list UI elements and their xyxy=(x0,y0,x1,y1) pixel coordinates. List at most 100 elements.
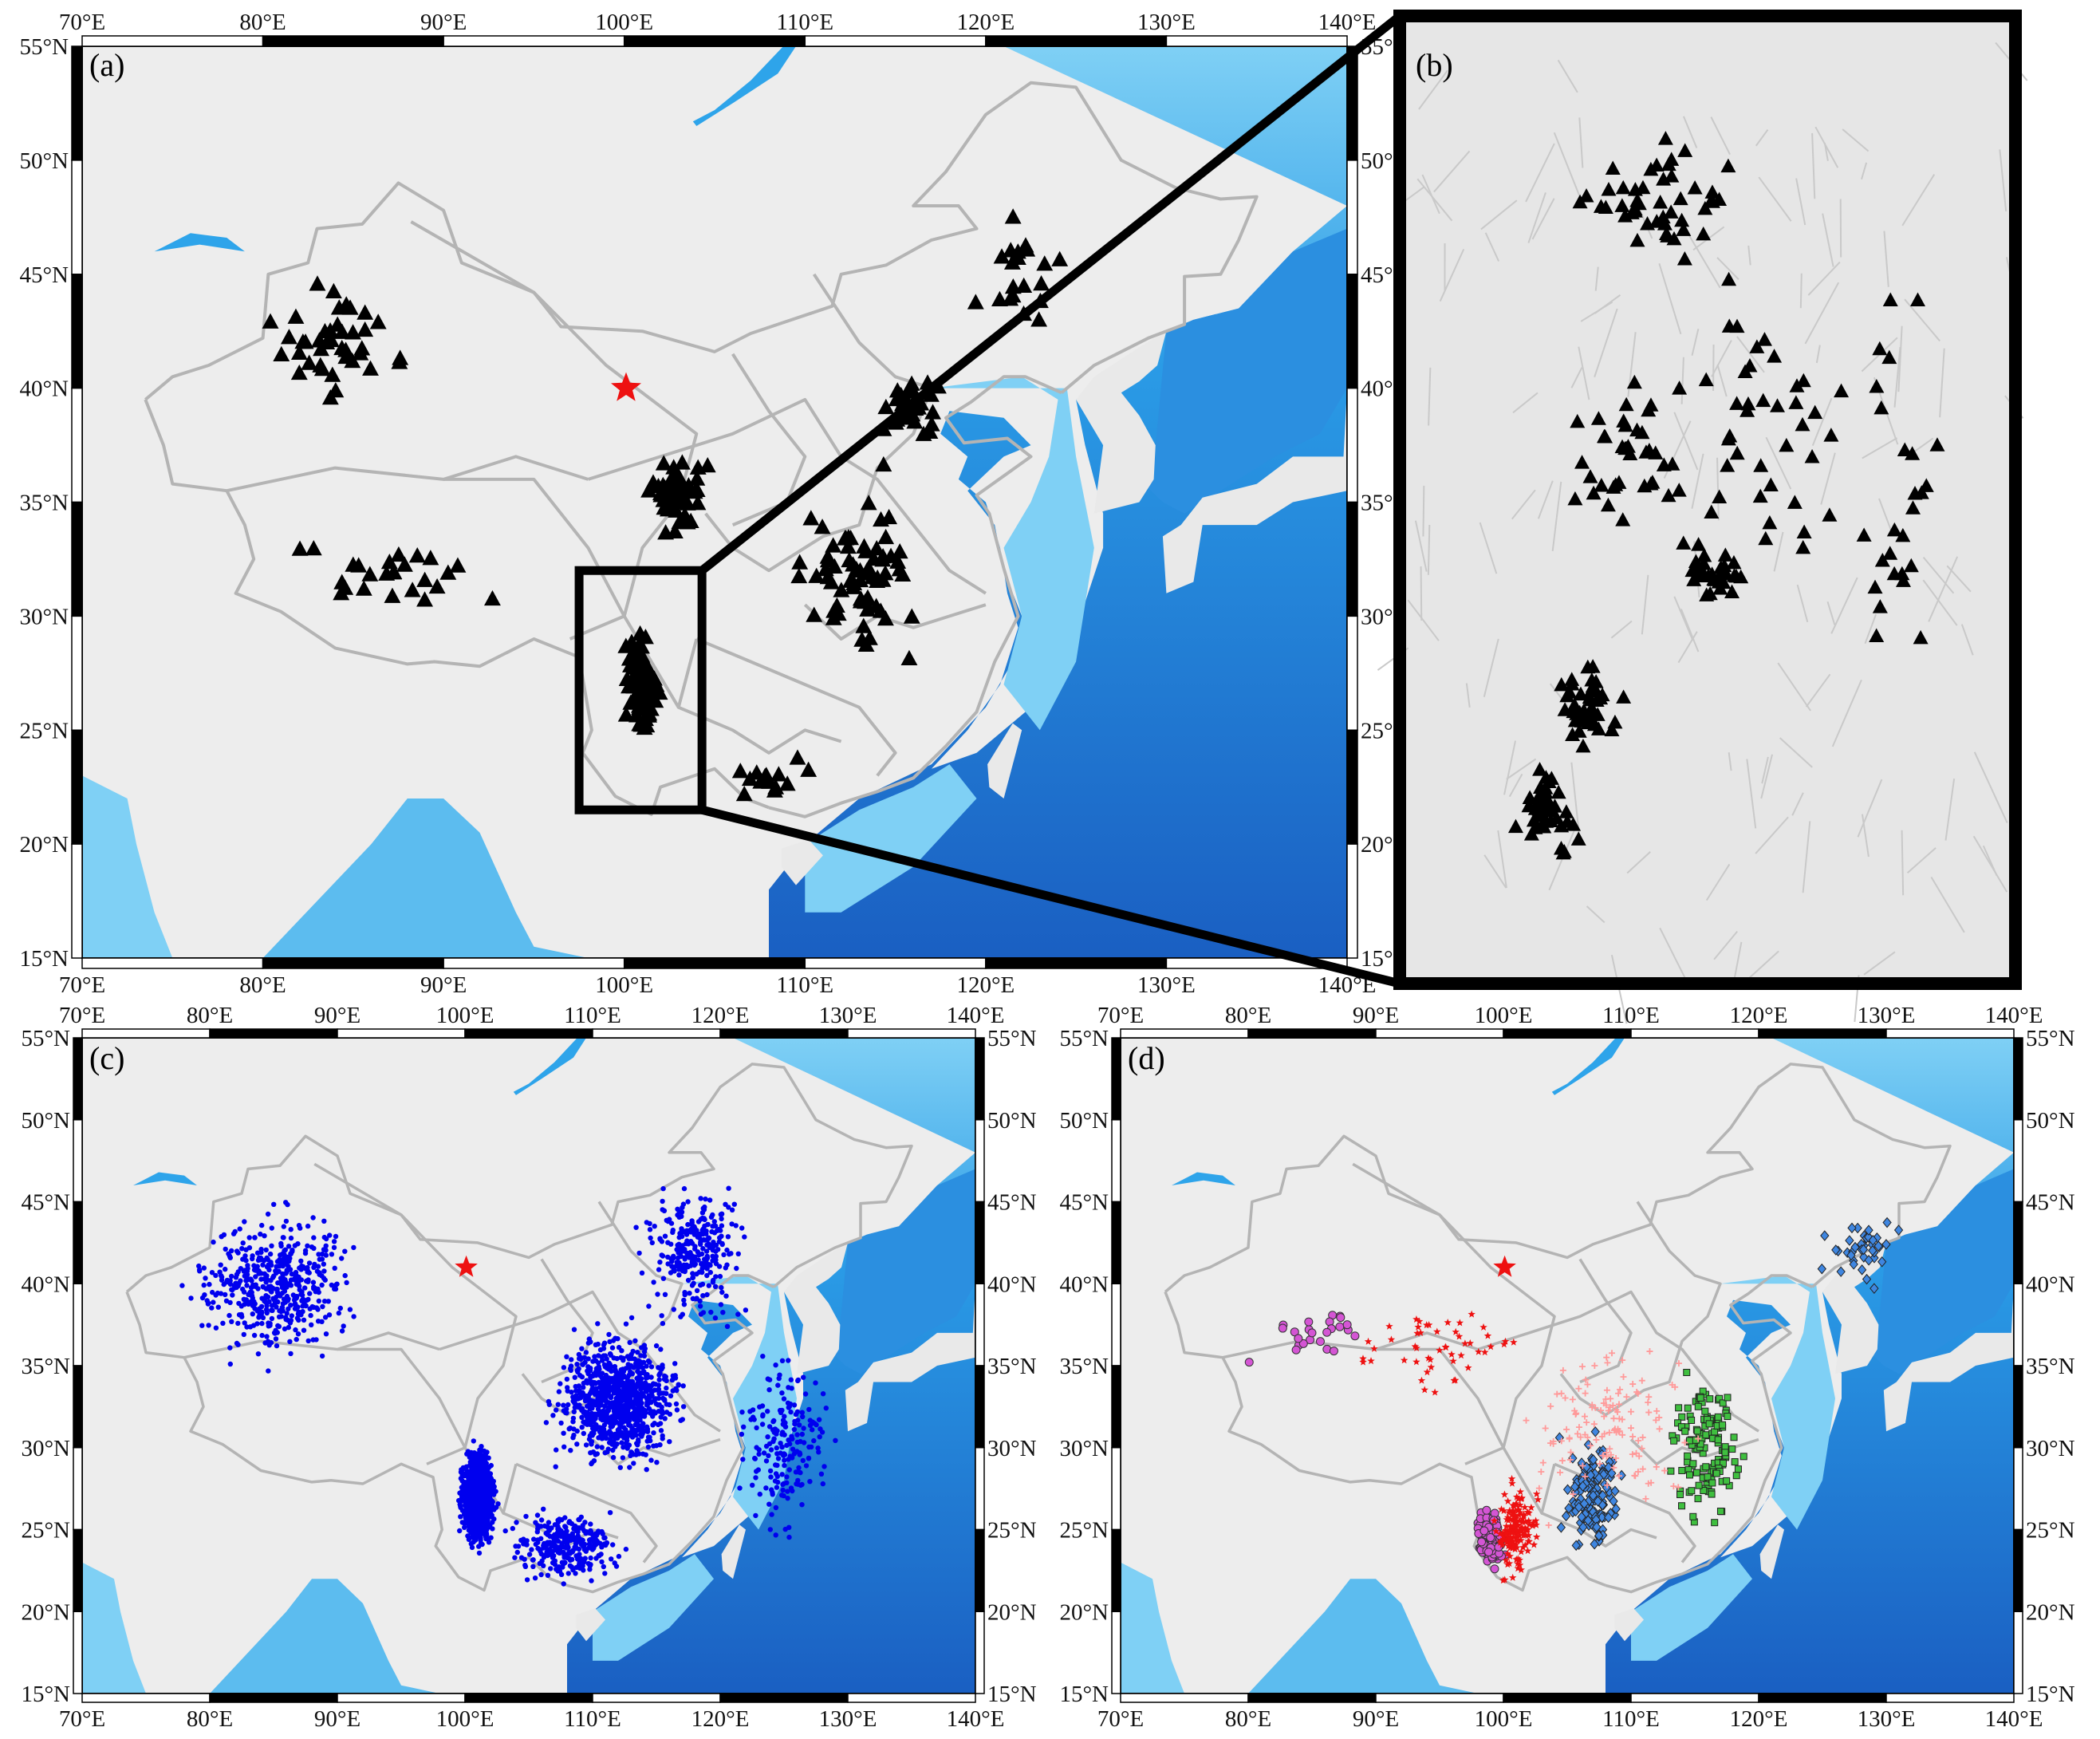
dot-icon xyxy=(657,1260,663,1265)
dot-icon xyxy=(818,1471,825,1477)
panel-c-ticks: 70°E70°E80°E80°E90°E90°E100°E100°E110°E1… xyxy=(21,1003,1036,1732)
relief-line xyxy=(1483,638,1499,697)
east-sea xyxy=(1606,1038,2014,1694)
lon-tick-label: 70°E xyxy=(59,972,105,998)
dot-icon xyxy=(275,1280,281,1286)
relief-line xyxy=(1680,357,1684,404)
dot-icon xyxy=(596,1379,601,1386)
cluster-star-icon xyxy=(1499,1532,1507,1540)
dot-icon xyxy=(679,1213,684,1220)
cluster-circle-icon xyxy=(1298,1339,1308,1348)
dot-icon xyxy=(522,1564,529,1570)
dot-icon xyxy=(287,1267,294,1272)
frame-segment xyxy=(81,1693,211,1703)
cluster-circle-icon xyxy=(1244,1358,1254,1367)
dot-icon xyxy=(321,1261,326,1267)
dot-icon xyxy=(626,1365,632,1371)
lon-tick-label: 120°E xyxy=(691,1706,750,1732)
dot-icon xyxy=(604,1365,610,1371)
dot-icon xyxy=(251,1332,258,1339)
dot-icon xyxy=(533,1520,538,1525)
triangle-icon xyxy=(1720,158,1736,173)
dot-icon xyxy=(648,1235,653,1241)
dot-icon xyxy=(799,1502,805,1508)
frame-segment xyxy=(73,1201,83,1284)
yellow-sea xyxy=(682,1276,797,1530)
dot-icon xyxy=(476,1469,483,1475)
dot-icon xyxy=(577,1516,582,1523)
relief-line xyxy=(1857,779,1883,838)
dot-icon xyxy=(627,1465,632,1470)
triangle-icon xyxy=(791,554,809,570)
panel-label: (a) xyxy=(89,47,124,83)
panel-b: (b) xyxy=(1377,10,2028,1024)
dot-icon xyxy=(632,1338,638,1344)
relief-line xyxy=(1428,367,1432,426)
cluster-star-icon xyxy=(1400,1356,1409,1364)
japan-sea xyxy=(1139,228,1347,514)
frame-segment xyxy=(464,1028,593,1039)
dot-icon xyxy=(788,1377,794,1382)
dot-icon xyxy=(242,1320,247,1326)
triangle-icon xyxy=(369,313,387,329)
dot-icon xyxy=(589,1440,594,1445)
dot-icon xyxy=(638,1376,644,1382)
triangle-icon xyxy=(1526,812,1542,827)
dot-icon xyxy=(773,1504,779,1511)
relief-line xyxy=(1570,367,1583,388)
dot-icon xyxy=(595,1321,601,1327)
relief-line xyxy=(1922,556,1955,594)
triangle-icon xyxy=(384,587,401,603)
dot-icon xyxy=(298,1291,304,1297)
dot-icon xyxy=(572,1535,577,1541)
dot-icon xyxy=(648,1364,655,1370)
triangle-icon xyxy=(1559,688,1575,703)
dot-icon xyxy=(241,1331,246,1338)
relief-line xyxy=(1862,437,1898,459)
cluster-star-icon xyxy=(1431,1388,1439,1396)
cluster-star-icon xyxy=(1503,1496,1512,1504)
dot-icon xyxy=(262,1233,267,1239)
border-line xyxy=(677,705,842,755)
cluster-star-icon xyxy=(1415,1317,1424,1325)
lat-tick-label: 25°N xyxy=(19,718,69,743)
dot-icon xyxy=(790,1446,796,1452)
dot-icon xyxy=(283,1218,290,1224)
triangle-icon xyxy=(1666,231,1682,246)
triangle-icon xyxy=(1929,437,1945,452)
dot-icon xyxy=(535,1540,541,1545)
japan-land xyxy=(845,1284,975,1432)
cluster-star-icon xyxy=(1426,1355,1435,1363)
dot-icon xyxy=(659,1313,664,1319)
dot-icon xyxy=(211,1299,216,1305)
triangle-icon xyxy=(833,582,850,597)
dot-icon xyxy=(759,1422,766,1427)
triangle-icon xyxy=(301,354,318,370)
triangle-icon xyxy=(1729,445,1745,460)
dot-icon xyxy=(651,1280,656,1285)
dot-icon xyxy=(768,1474,774,1480)
dot-icon xyxy=(803,1463,810,1469)
triangle-icon xyxy=(1716,574,1732,590)
cluster-star-icon xyxy=(1524,1531,1533,1539)
dot-icon xyxy=(271,1330,278,1336)
relief-line xyxy=(1711,340,1732,377)
triangle-icon xyxy=(991,290,1008,307)
dot-icon xyxy=(541,1545,546,1551)
cluster-star-icon xyxy=(1519,1512,1528,1520)
dot-icon xyxy=(577,1356,584,1362)
frame-segment xyxy=(209,1693,338,1703)
cluster-star-icon xyxy=(1507,1474,1516,1482)
dot-icon xyxy=(640,1359,647,1366)
dot-icon xyxy=(295,1331,301,1337)
lon-tick-label: 80°E xyxy=(239,10,286,35)
dot-icon xyxy=(704,1237,710,1243)
relief-line xyxy=(1439,248,1465,302)
triangle-icon xyxy=(422,550,439,566)
triangle-icon xyxy=(1882,546,1898,560)
relief-line xyxy=(1811,397,1833,446)
dot-icon xyxy=(773,1462,778,1468)
dot-icon xyxy=(632,1406,638,1412)
triangle-icon xyxy=(1873,400,1889,415)
relief-line xyxy=(1512,392,1539,414)
